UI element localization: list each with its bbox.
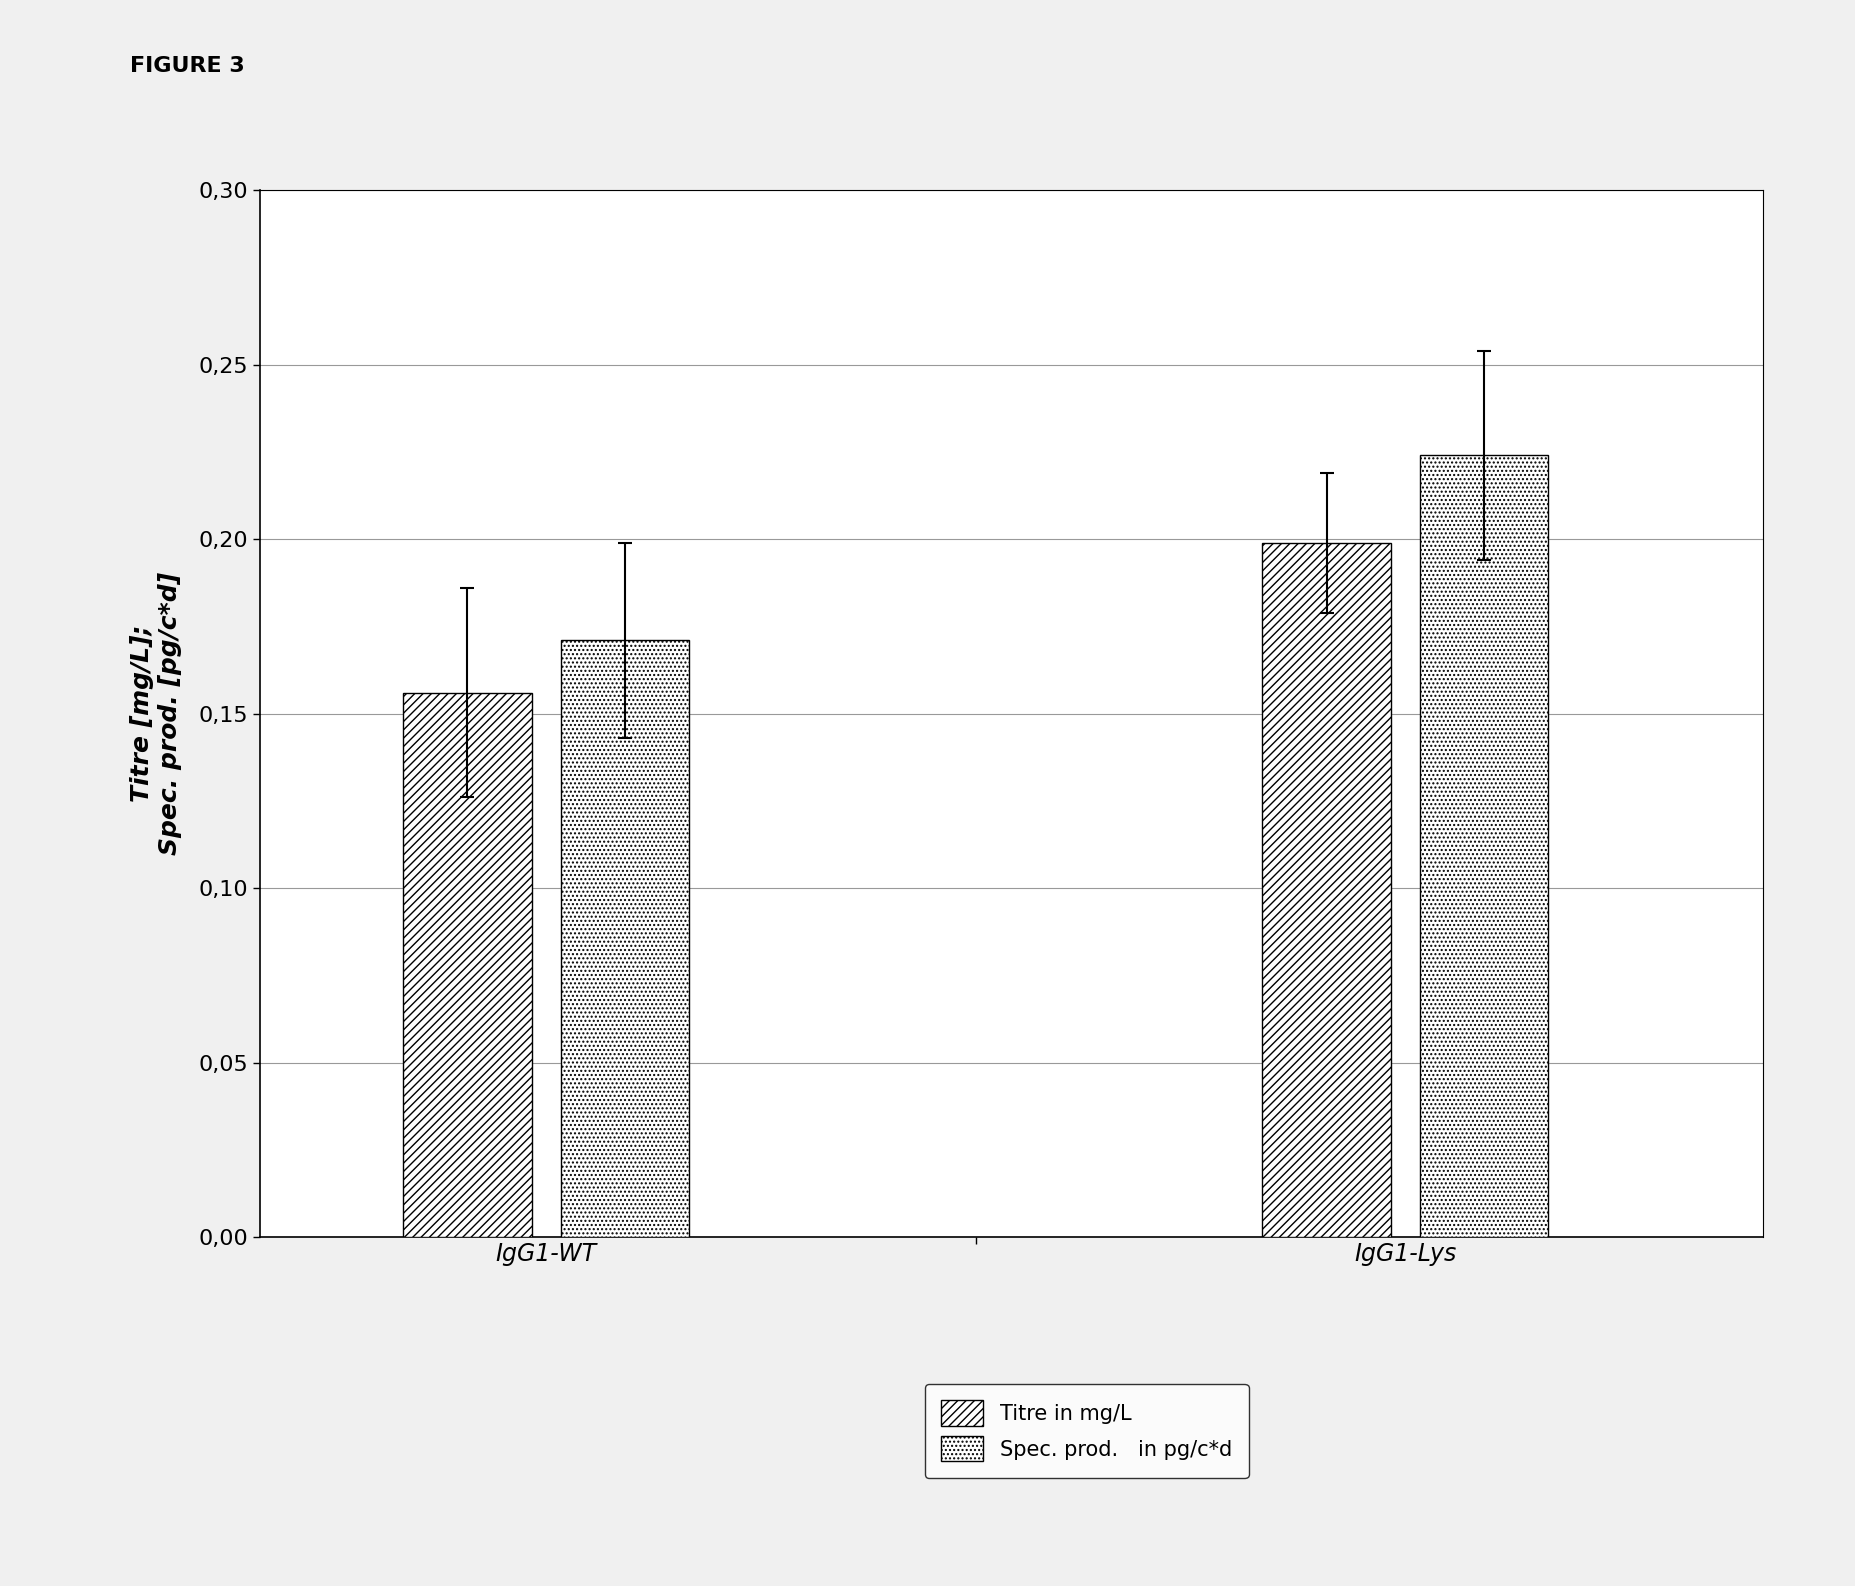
Bar [403,693,532,1237]
Bar [1261,542,1389,1237]
Bar [1419,455,1547,1237]
Bar [560,641,688,1237]
Text: FIGURE 3: FIGURE 3 [130,56,245,76]
Legend: Titre in mg/L, Spec. prod.   in pg/c*d: Titre in mg/L, Spec. prod. in pg/c*d [924,1383,1248,1478]
Y-axis label: Titre [mg/L];
Spec. prod. [pg/c*d]: Titre [mg/L]; Spec. prod. [pg/c*d] [130,573,182,855]
